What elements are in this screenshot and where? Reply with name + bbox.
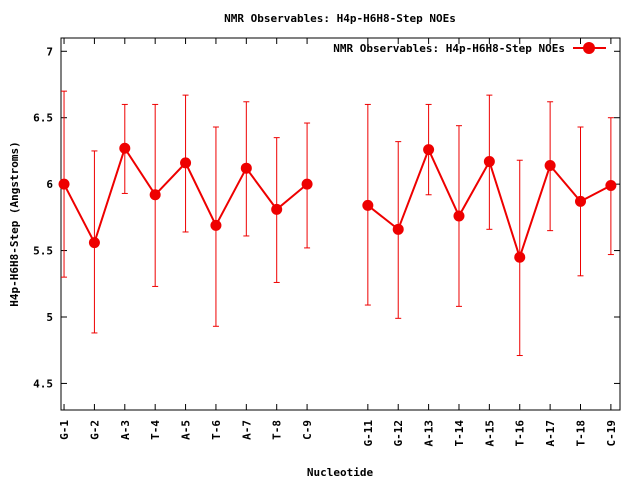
x-tick-label: G-12 [392, 420, 405, 447]
y-tick-label: 4.5 [33, 377, 53, 390]
plot-frame [60, 37, 621, 411]
y-tick-label: 6 [46, 178, 53, 191]
data-point [544, 160, 556, 172]
series-lines [63, 145, 612, 261]
data-point [362, 199, 374, 211]
x-tick-label: A-7 [240, 420, 253, 440]
data-point [453, 210, 465, 222]
x-axis-label: Nucleotide [307, 466, 374, 479]
y-tick-label: 6.5 [33, 112, 53, 125]
data-point [149, 189, 161, 201]
y-tick-label: 5.5 [33, 245, 53, 258]
data-point [301, 178, 313, 190]
data-point [392, 223, 404, 235]
x-tick-label: G-1 [58, 420, 71, 440]
data-point [88, 237, 100, 249]
x-tick-label: A-13 [423, 420, 436, 447]
legend: NMR Observables: H4p-H6H8-Step NOEs [333, 42, 606, 55]
x-tick-label: G-2 [88, 420, 101, 440]
legend-entry-label: NMR Observables: H4p-H6H8-Step NOEs [333, 42, 565, 55]
x-tick-label: T-4 [149, 420, 162, 440]
x-tick-label: C-19 [605, 420, 618, 447]
data-point [514, 251, 526, 263]
x-tick-label: C-9 [301, 420, 314, 440]
x-tick-label: A-5 [180, 420, 193, 440]
x-tick-label: T-6 [210, 420, 223, 440]
x-tick-label: G-11 [362, 420, 375, 447]
data-point [119, 142, 131, 154]
data-point [575, 195, 587, 207]
data-points [58, 142, 617, 263]
x-tick-label: T-18 [575, 420, 588, 447]
data-point [240, 162, 252, 174]
data-point [423, 144, 435, 156]
x-tick-label: A-17 [544, 420, 557, 447]
x-tick-label: A-3 [119, 420, 132, 440]
data-point [210, 219, 222, 231]
y-tick-label: 7 [46, 45, 53, 58]
data-point [605, 179, 617, 191]
x-tick-label: A-15 [483, 420, 496, 447]
y-tick-label: 5 [46, 311, 53, 324]
data-point [180, 157, 192, 169]
x-tick-label: T-14 [453, 420, 466, 447]
chart-title: NMR Observables: H4p-H6H8-Step NOEs [224, 12, 456, 25]
data-point [483, 156, 495, 168]
data-point [58, 178, 70, 190]
x-tick-label: T-8 [271, 420, 284, 440]
y-axis-label: H4p-H6H8-Step (Angstroms) [8, 141, 21, 307]
x-tick-label: T-16 [514, 420, 527, 447]
x-axis-ticks: G-1 G-2 A-3 T-4 A-5 T-6 A-7 T-8 C-9 G-11 G-12 A-13 T… [58, 38, 618, 447]
data-point [271, 203, 283, 215]
legend-marker [583, 42, 595, 54]
